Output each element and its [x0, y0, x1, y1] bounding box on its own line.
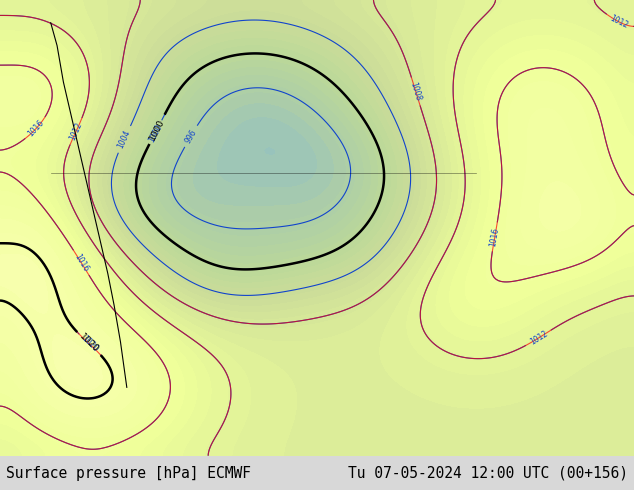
Text: 1020: 1020: [78, 332, 100, 355]
Text: 1012: 1012: [609, 14, 630, 30]
Text: 1016: 1016: [72, 252, 90, 273]
Text: 996: 996: [183, 127, 198, 145]
Text: 1012: 1012: [68, 121, 84, 142]
Text: 1000: 1000: [146, 122, 164, 144]
Text: 1012: 1012: [528, 329, 549, 347]
Text: 1008: 1008: [409, 81, 423, 102]
Text: 1016: 1016: [26, 119, 46, 139]
Text: 1020: 1020: [80, 334, 100, 354]
Text: 1016: 1016: [489, 226, 501, 247]
Text: 1000: 1000: [148, 117, 166, 142]
Text: Surface pressure [hPa] ECMWF: Surface pressure [hPa] ECMWF: [6, 466, 251, 481]
Text: 1004: 1004: [116, 128, 133, 150]
Text: Tu 07-05-2024 12:00 UTC (00+156): Tu 07-05-2024 12:00 UTC (00+156): [347, 466, 628, 481]
